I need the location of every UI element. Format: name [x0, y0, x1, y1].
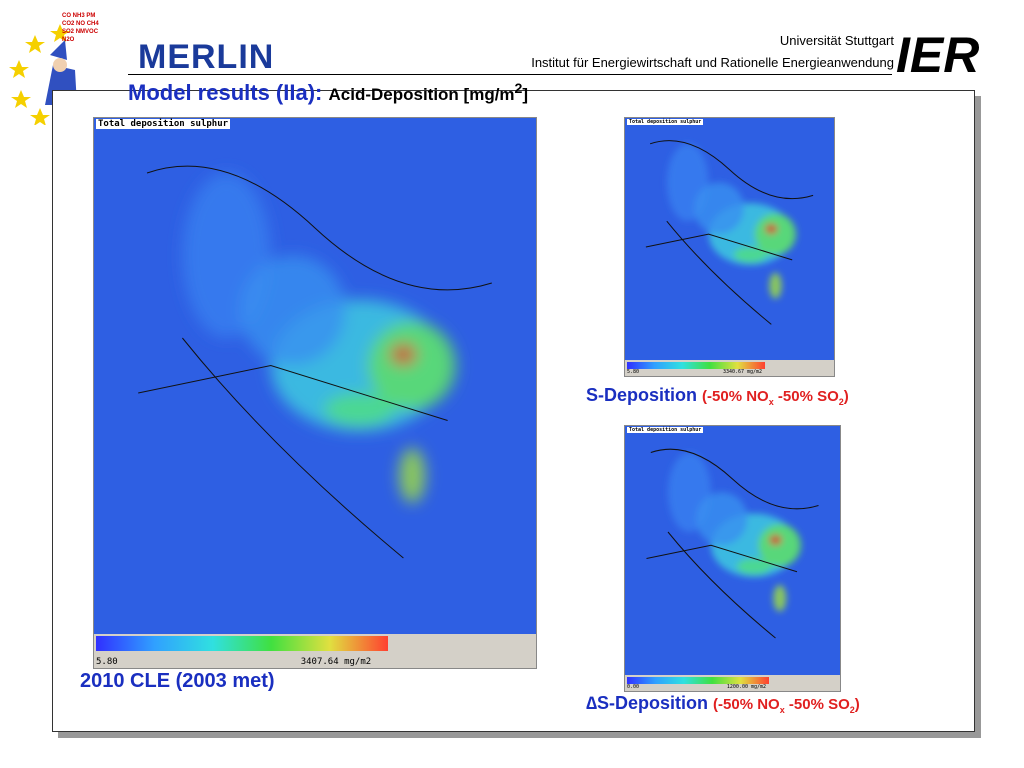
scenario-part: x — [779, 705, 785, 715]
colorbar-min: 0.00 — [627, 684, 640, 690]
colorbar-min: 5.80 — [96, 657, 118, 667]
colorbar-gradient — [627, 362, 765, 370]
scenario-part: (-50% NO — [702, 388, 769, 405]
merlin: MERLIN — [138, 38, 275, 76]
scenario-part: ) — [843, 388, 849, 405]
label: SO2 — [62, 29, 75, 35]
map-title: Total deposition sulphur — [627, 427, 704, 433]
colorbar: 0.00 1200.00 mg/m2 — [625, 675, 840, 691]
map-image — [646, 448, 819, 639]
map: Total deposition sulphur 5.80 3340.67 mg/m… — [624, 117, 835, 377]
caption: ∆S-Deposition (-50% NOx -50% SO2) — [586, 693, 860, 715]
title: Model results (IIa): Acid-Deposition [mg… — [128, 80, 528, 106]
caption: S-Deposition (-50% NOx -50% SO2) — [586, 385, 849, 407]
map-image — [138, 165, 492, 559]
scenario-part: x — [768, 397, 774, 407]
scenario-part: -50% SO — [773, 388, 839, 405]
label: CH4 — [86, 21, 99, 27]
label: NH3 — [72, 13, 85, 19]
sub: Acid-Deposition [mg/m — [328, 85, 515, 104]
title-main: Model results (IIa): — [128, 80, 323, 105]
colorbar-gradient — [96, 636, 388, 652]
title-sub: Acid-Deposition [mg/m2] — [328, 81, 529, 104]
colorbar-max: 1200.00 mg/m2 — [726, 684, 767, 690]
scenario-part: (-50% NO — [713, 696, 780, 713]
map-image — [645, 140, 814, 325]
label: NO — [76, 21, 86, 27]
scenario-part: -50% SO — [784, 696, 850, 713]
scenario-part: ) — [854, 696, 860, 713]
ier: IER — [896, 27, 980, 83]
map: Total deposition sulphur 0.00 1200.00 mg/m… — [624, 425, 841, 692]
label: PM — [86, 13, 96, 19]
caption: 2010 CLE (2003 met) — [80, 670, 275, 692]
scenario-part: 2 — [849, 705, 855, 715]
scenario: (-50% NOx -50% SO2) — [702, 388, 849, 407]
colorbar: 5.80 3407.64 mg/m2 — [94, 634, 536, 668]
colorbar-gradient — [627, 677, 769, 685]
sup: 2 — [514, 81, 523, 98]
caption-text: S-Deposition — [586, 385, 697, 405]
colorbar-max: 3407.64 mg/m2 — [300, 657, 372, 667]
logo-labels: CO NH3 PM CO2 NO CH4 SO2 NMVOC N2O — [62, 12, 132, 44]
rule — [128, 74, 892, 75]
map-title: Total deposition sulphur — [96, 119, 231, 129]
map-title: Total deposition sulphur — [627, 119, 704, 125]
label: CO — [62, 13, 71, 19]
colorbar: 5.80 3340.67 mg/m2 — [625, 360, 834, 376]
institute: Institut für Energiewirtschaft und Ratio… — [531, 55, 894, 70]
map: Total deposition sulphur 5.80 3407.64 mg/m… — [93, 117, 537, 669]
caption-text: ∆S-Deposition — [586, 693, 709, 713]
colorbar-min: 5.80 — [627, 369, 640, 375]
label: NMVOC — [75, 29, 99, 35]
sub-end: ] — [522, 85, 529, 104]
scenario: (-50% NOx -50% SO2) — [713, 696, 860, 715]
colorbar-max: 3340.67 mg/m2 — [722, 369, 763, 375]
label: CO2 — [62, 21, 75, 27]
label: N2O — [62, 37, 75, 43]
university: Universität Stuttgart — [779, 33, 894, 48]
scenario-part: 2 — [838, 397, 844, 407]
